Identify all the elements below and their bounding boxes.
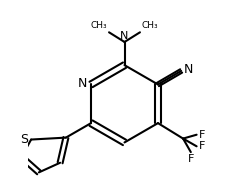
- Text: N: N: [78, 77, 87, 90]
- Text: F: F: [198, 130, 205, 140]
- Text: N: N: [184, 63, 193, 76]
- Text: CH₃: CH₃: [90, 21, 107, 30]
- Text: F: F: [198, 141, 205, 151]
- Text: N: N: [120, 31, 129, 41]
- Text: CH₃: CH₃: [142, 21, 159, 30]
- Text: S: S: [20, 133, 28, 146]
- Text: F: F: [188, 154, 194, 164]
